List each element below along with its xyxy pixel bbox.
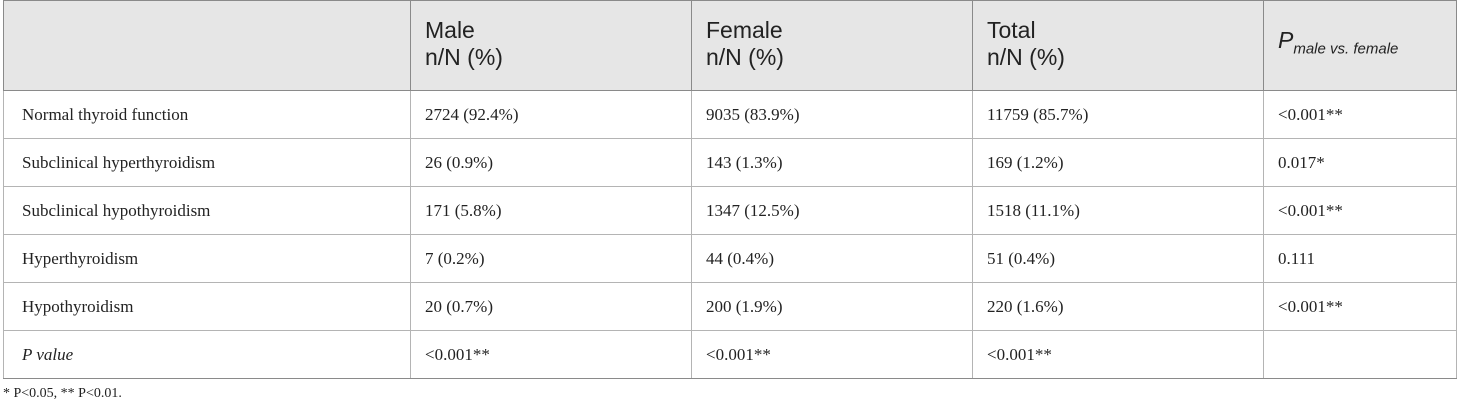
cell-female: 44 (0.4%) — [691, 234, 973, 283]
header-total-unit: n/N (%) — [987, 44, 1065, 70]
table-row: Normal thyroid function 2724 (92.4%) 903… — [3, 90, 1457, 139]
header-female: Female n/N (%) — [691, 0, 973, 91]
header-p-main: P — [1278, 27, 1294, 53]
table-row: P value <0.001** <0.001** <0.001** — [3, 330, 1457, 379]
cell-total: 51 (0.4%) — [972, 234, 1264, 283]
cell-p: 0.017* — [1263, 138, 1457, 187]
cell-p — [1263, 330, 1457, 379]
header-p-value: Pmale vs. female — [1263, 0, 1457, 91]
cell-female: <0.001** — [691, 330, 973, 379]
row-label: Hyperthyroidism — [3, 234, 411, 283]
cell-total: 169 (1.2%) — [972, 138, 1264, 187]
row-label: Subclinical hypothyroidism — [3, 186, 411, 235]
row-label: Subclinical hyperthyroidism — [3, 138, 411, 187]
row-label: Normal thyroid function — [3, 90, 411, 139]
cell-total: 11759 (85.7%) — [972, 90, 1264, 139]
cell-male: 7 (0.2%) — [410, 234, 692, 283]
cell-total: <0.001** — [972, 330, 1264, 379]
thyroid-function-table: Male n/N (%) Female n/N (%) Total n/N (%… — [3, 0, 1457, 379]
table-header-row: Male n/N (%) Female n/N (%) Total n/N (%… — [3, 0, 1457, 91]
cell-male: 171 (5.8%) — [410, 186, 692, 235]
table-footnote: * P<0.05, ** P<0.01. — [3, 386, 122, 401]
header-male-unit: n/N (%) — [425, 44, 503, 70]
cell-total: 1518 (11.1%) — [972, 186, 1264, 235]
header-female-title: Female — [706, 17, 783, 43]
cell-p: <0.001** — [1263, 282, 1457, 331]
cell-p: <0.001** — [1263, 90, 1457, 139]
header-empty-cell — [3, 0, 411, 91]
results-table-container: Male n/N (%) Female n/N (%) Total n/N (%… — [3, 0, 1457, 379]
header-female-unit: n/N (%) — [706, 44, 784, 70]
cell-female: 143 (1.3%) — [691, 138, 973, 187]
header-male: Male n/N (%) — [410, 0, 692, 91]
table-row: Subclinical hyperthyroidism 26 (0.9%) 14… — [3, 138, 1457, 187]
header-p-label: Pmale vs. female — [1278, 17, 1398, 63]
header-male-title: Male — [425, 17, 475, 43]
cell-female: 9035 (83.9%) — [691, 90, 973, 139]
table-row: Hyperthyroidism 7 (0.2%) 44 (0.4%) 51 (0… — [3, 234, 1457, 283]
cell-male: 2724 (92.4%) — [410, 90, 692, 139]
cell-male: 26 (0.9%) — [410, 138, 692, 187]
header-total: Total n/N (%) — [972, 0, 1264, 91]
table-row: Hypothyroidism 20 (0.7%) 200 (1.9%) 220 … — [3, 282, 1457, 331]
cell-female: 200 (1.9%) — [691, 282, 973, 331]
cell-p: 0.111 — [1263, 234, 1457, 283]
header-total-title: Total — [987, 17, 1036, 43]
row-label: P value — [3, 330, 411, 379]
header-p-subscript: male vs. female — [1293, 40, 1399, 58]
row-label: Hypothyroidism — [3, 282, 411, 331]
table-row: Subclinical hypothyroidism 171 (5.8%) 13… — [3, 186, 1457, 235]
cell-male: <0.001** — [410, 330, 692, 379]
cell-male: 20 (0.7%) — [410, 282, 692, 331]
cell-female: 1347 (12.5%) — [691, 186, 973, 235]
cell-total: 220 (1.6%) — [972, 282, 1264, 331]
cell-p: <0.001** — [1263, 186, 1457, 235]
